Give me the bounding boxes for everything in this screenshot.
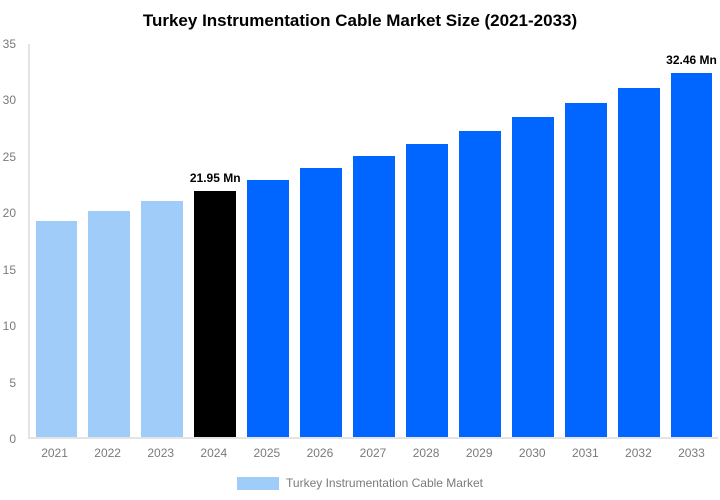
bar-2022 xyxy=(88,211,131,437)
legend-swatch xyxy=(237,476,280,490)
x-axis-label-2024: 2024 xyxy=(200,446,228,460)
bar-2032 xyxy=(617,88,660,437)
x-axis-label-2030: 2030 xyxy=(518,446,546,460)
bar-slot-2021 xyxy=(30,44,83,437)
x-axis-label-2022: 2022 xyxy=(94,446,121,460)
bar-slot-2028 xyxy=(400,44,453,437)
y-axis-label-25: 25 xyxy=(2,149,16,164)
y-axis-label-10: 10 xyxy=(2,319,16,334)
bar-value-label-2024: 21.95 Mn xyxy=(189,170,241,185)
legend-label: Turkey Instrumentation Cable Market xyxy=(286,476,483,490)
bar-2023 xyxy=(141,200,184,437)
bar-slot-2032 xyxy=(612,44,665,437)
bar-2033: 32.46 Mn xyxy=(666,53,717,437)
plot-area: 21.95 Mn 32.46 Mn xyxy=(28,44,718,439)
x-axis-label-2032: 2032 xyxy=(625,446,652,460)
bar-slot-2026 xyxy=(295,44,348,437)
bar-2030 xyxy=(511,117,554,437)
bar-series: 21.95 Mn 32.46 Mn xyxy=(30,44,718,437)
x-axis-label-2023: 2023 xyxy=(147,446,175,460)
y-axis-label-5: 5 xyxy=(9,375,16,390)
bar-slot-2022 xyxy=(83,44,136,437)
x-axis-label-2029: 2029 xyxy=(465,446,493,460)
y-axis-label-15: 15 xyxy=(2,262,16,277)
x-axis-label-2033: 2033 xyxy=(678,446,705,460)
x-axis-label-2031: 2031 xyxy=(571,446,599,460)
bar-slot-2029 xyxy=(453,44,506,437)
bar-slot-2031 xyxy=(559,44,612,437)
y-axis-label-30: 30 xyxy=(2,93,16,108)
x-axis-label-2026: 2026 xyxy=(306,446,334,460)
bar-2026 xyxy=(300,168,342,437)
bar-2031 xyxy=(564,102,607,437)
x-axis-label-2021: 2021 xyxy=(41,446,68,460)
x-axis-label-2028: 2028 xyxy=(412,446,440,460)
y-axis-label-20: 20 xyxy=(2,206,16,221)
x-axis: 2021 2022 2023 2024 2025 2026 2027 2028 2029 2030… xyxy=(28,446,718,460)
y-axis-label-35: 35 xyxy=(2,37,16,51)
y-axis-label-0: 0 xyxy=(9,432,16,446)
bar-2028 xyxy=(406,143,448,437)
bar-slot-2023 xyxy=(136,44,189,437)
bar-slot-2027 xyxy=(348,44,401,437)
bar-slot-2030 xyxy=(506,44,559,437)
chart-title: Turkey Instrumentation Cable Market Size… xyxy=(142,11,578,30)
bar-2027 xyxy=(353,156,395,437)
bar-slot-2024: 21.95 Mn xyxy=(189,44,242,437)
x-axis-label-2027: 2027 xyxy=(359,446,387,460)
bar-slot-2033: 32.46 Mn xyxy=(665,44,718,437)
bar-2025 xyxy=(247,179,290,437)
x-axis-label-2025: 2025 xyxy=(253,446,281,460)
bar-value-label-2033: 32.46 Mn xyxy=(666,52,717,67)
bar-2021 xyxy=(35,220,78,437)
bar-2024: 21.95 Mn xyxy=(190,171,241,437)
bar-slot-2025 xyxy=(242,44,295,437)
legend[interactable]: Turkey Instrumentation Cable Market xyxy=(0,476,720,490)
bar-2029 xyxy=(458,130,501,437)
